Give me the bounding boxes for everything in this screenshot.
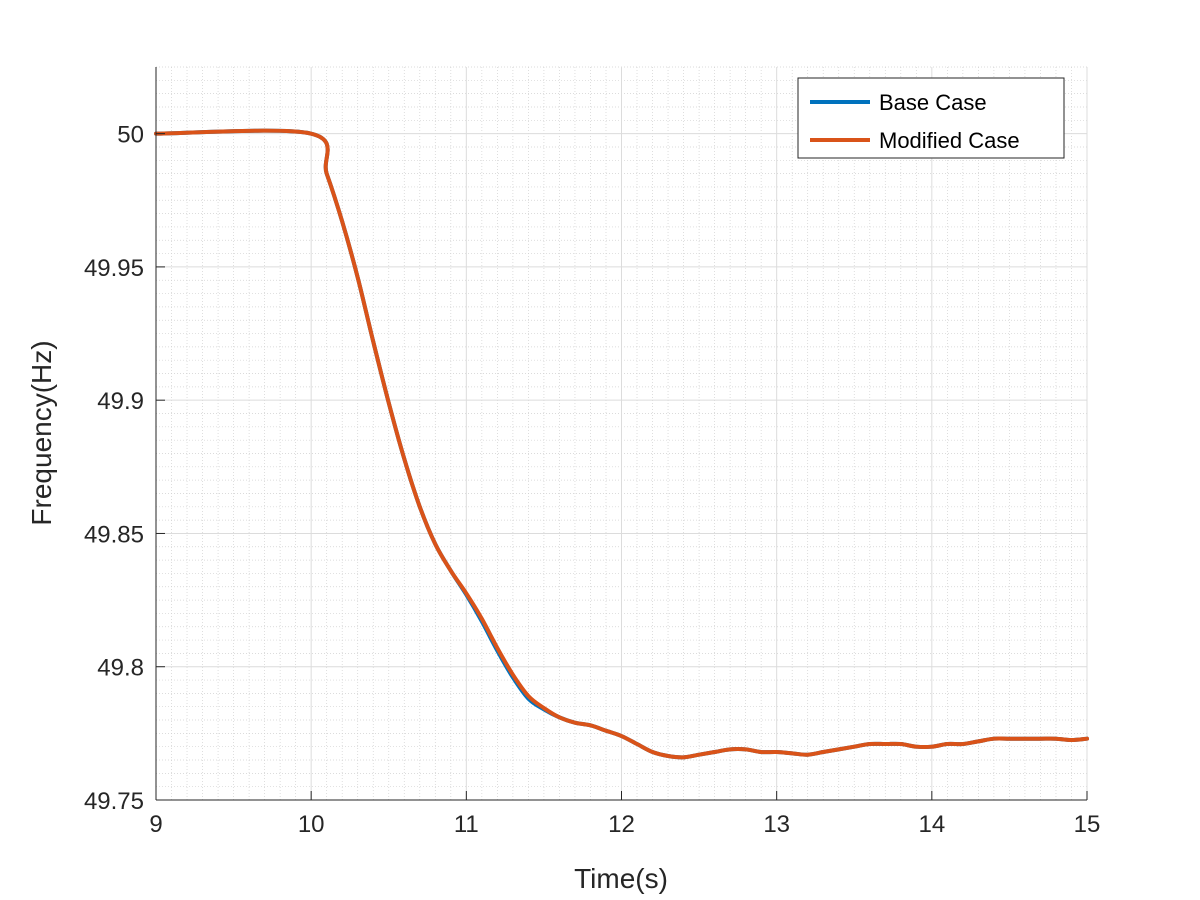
x-tick-label: 15 [1074,811,1101,838]
legend: Base Case Modified Case [797,77,1065,159]
y-tick-labels: 49.75 49.8 49.85 49.9 49.95 50 [84,122,144,815]
x-tick-label: 12 [608,811,635,838]
legend-label-base-case: Base Case [879,90,987,115]
x-tick-label: 10 [298,811,325,838]
y-tick-label: 49.75 [84,788,144,815]
x-tick-labels: 9 10 11 12 13 14 15 [149,811,1100,838]
x-tick-label: 13 [763,811,790,838]
y-tick-label: 49.8 [97,655,144,682]
y-axis-label: Frequency(Hz) [26,340,57,525]
y-tick-label: 49.95 [84,255,144,282]
x-axis-label: Time(s) [574,863,668,894]
series-line-modified-case [154,128,1089,760]
legend-label-modified-case: Modified Case [879,128,1020,153]
series-layer [154,128,1089,760]
x-tick-label: 14 [918,811,945,838]
y-tick-label: 49.85 [84,521,144,548]
axes-layer [155,67,1088,801]
y-tick-label: 49.9 [97,388,144,415]
legend-box [797,77,1065,159]
y-tick-label: 50 [117,122,144,149]
x-tick-label: 11 [454,811,479,838]
x-tick-label: 9 [149,811,162,838]
